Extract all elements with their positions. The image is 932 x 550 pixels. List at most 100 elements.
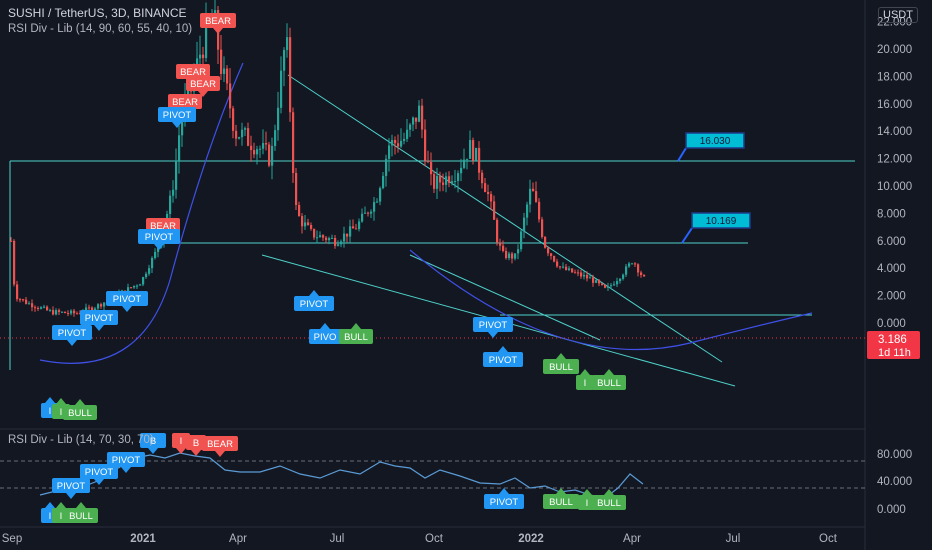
candle-body — [340, 241, 343, 245]
candle-body — [526, 204, 529, 218]
candle-body — [403, 138, 406, 141]
candle-body — [448, 176, 451, 183]
candle-body — [253, 150, 256, 155]
candle-body — [187, 86, 190, 100]
pivot-signal-label-text: PIVOT — [145, 232, 174, 243]
candle-body — [226, 68, 229, 84]
candle-body — [487, 191, 490, 195]
candle-body — [265, 143, 268, 145]
pivot-signal-label-text: I — [49, 511, 52, 522]
inner-trend-line — [409, 254, 601, 341]
level-callout-16-arrow — [677, 147, 687, 162]
candle-body — [313, 228, 316, 238]
candle-body — [292, 112, 295, 173]
price-tick-label: 10.000 — [877, 181, 912, 193]
bull-signal-label-text: BULL — [597, 378, 621, 389]
candle-body — [502, 245, 505, 252]
price-tick-label: 8.000 — [877, 208, 906, 220]
pivot-signal-label — [107, 452, 145, 467]
time-tick-label: Sep — [2, 533, 22, 545]
candle-body — [241, 129, 244, 138]
candle-body — [43, 306, 46, 308]
candle-body — [460, 167, 463, 174]
candle-body — [73, 310, 76, 314]
candle-body — [595, 280, 598, 283]
candle-body — [127, 287, 130, 293]
candle-body — [181, 116, 184, 136]
candle-body — [352, 226, 355, 229]
pivot-signal-label-text: PIVOT — [57, 481, 86, 492]
candle-body — [442, 182, 445, 185]
candle-body — [337, 244, 340, 246]
pivot-signal-label — [484, 494, 524, 509]
last-price-tag — [867, 331, 920, 359]
pivot-signal-label-text: PIVOT — [163, 110, 192, 121]
candle-body — [592, 277, 595, 283]
candle-body — [52, 310, 55, 315]
bull-signal-label — [578, 495, 596, 510]
price-tick-label: 2.000 — [877, 291, 906, 303]
pivot-signal-label — [158, 107, 196, 122]
candle-body — [577, 272, 580, 274]
pivot-signal-label-text: PIVOT — [85, 313, 114, 324]
candle-body — [391, 140, 394, 146]
pivot-signal-label-pointer — [121, 467, 131, 473]
pivot-signal-label-pointer — [66, 493, 76, 499]
bull-signal-label — [543, 494, 579, 509]
candle-body — [424, 129, 427, 161]
time-tick-label: Oct — [819, 533, 838, 545]
candle-body — [598, 280, 601, 284]
last-price-value: 3.186 — [878, 334, 907, 346]
bear-signal-label-text: I — [180, 436, 183, 447]
candle-body — [283, 50, 286, 71]
indicator-legend-rsi[interactable]: RSI Div - Lib (14, 70, 30, 70) — [8, 434, 154, 446]
candle-body — [493, 201, 496, 220]
candle-body — [46, 306, 49, 311]
candle-body — [406, 129, 409, 139]
candle-body — [91, 307, 94, 311]
candle-body — [580, 272, 583, 277]
bear-signal-label-text: BEAR — [190, 79, 216, 90]
candle-body — [355, 228, 358, 230]
candle-body — [358, 221, 361, 229]
candle-body — [142, 277, 145, 285]
candle-body — [535, 191, 538, 202]
pivot-signal-label-pointer — [67, 340, 77, 346]
candle-body — [250, 145, 253, 151]
bull-signal-label-text: BULL — [69, 511, 93, 522]
currency-button[interactable]: USDT — [878, 7, 918, 23]
candle-body — [481, 172, 484, 184]
candle-body — [244, 128, 247, 130]
pivot-signal-label-text: PIVOT — [113, 294, 142, 305]
candle-body — [205, 18, 208, 59]
indicator-legend-main[interactable]: RSI Div - Lib (14, 90, 60, 55, 40, 10) — [8, 23, 193, 35]
bull-signal-label-pointer — [75, 399, 85, 405]
bull-signal-label-pointer — [76, 502, 86, 508]
bull-signal-label-pointer — [580, 369, 590, 375]
candle-body — [151, 257, 154, 269]
candle-body — [565, 266, 568, 271]
candle-body — [343, 233, 346, 242]
pivot-signal-label — [294, 296, 334, 311]
candle-body — [505, 251, 508, 259]
candle-body — [508, 253, 511, 259]
pivot-signal-label-pointer — [45, 397, 55, 403]
candle-body — [178, 135, 181, 161]
candle-body — [37, 307, 40, 309]
candle-body — [397, 143, 400, 147]
bull-signal-label-pointer — [56, 398, 66, 404]
candle-body — [400, 140, 403, 147]
price-tick-label: 24.000 — [877, 0, 912, 1]
candle-body — [310, 225, 313, 229]
candle-body — [466, 158, 469, 160]
bar-countdown: 1d 11h — [878, 347, 911, 359]
bull-signal-label — [339, 329, 373, 344]
candle-body — [268, 144, 271, 166]
candle-body — [97, 304, 100, 309]
candle-body — [475, 147, 478, 161]
candle-body — [316, 237, 319, 239]
bear-signal-label — [168, 94, 202, 109]
candle-body — [55, 310, 58, 315]
candle-body — [85, 307, 88, 313]
